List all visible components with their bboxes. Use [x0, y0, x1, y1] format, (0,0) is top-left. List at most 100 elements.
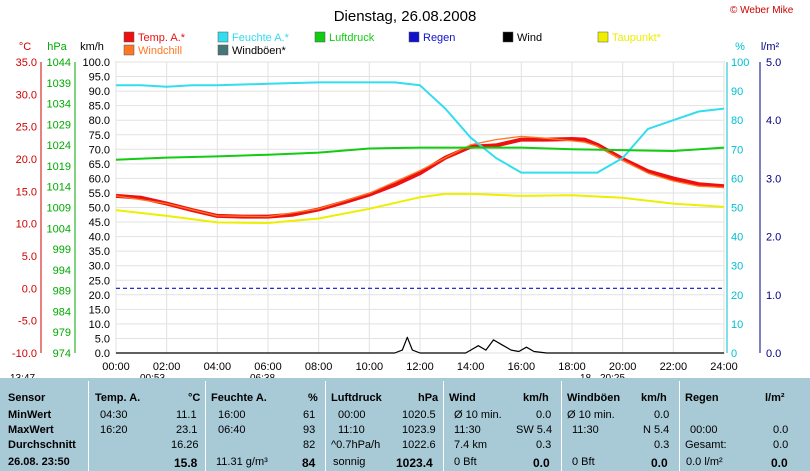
max-rain-value: 0.0: [773, 424, 789, 436]
series-line: [115, 192, 725, 224]
temp_c-tick-label: 35.0: [16, 57, 37, 69]
temp_c-tick-label: -10.0: [12, 348, 37, 360]
avg-press-trend: ^0.7hPa/h: [331, 439, 381, 451]
wind_kmh-tick-label: 15.0: [89, 304, 110, 316]
x-tick-label: 12:00: [406, 361, 434, 373]
temp_c-tick-label: 10.0: [16, 219, 37, 231]
min-press-time: 00:00: [338, 409, 366, 421]
pressure_hpa-tick-label: 1034: [47, 99, 71, 111]
legend-swatch: [217, 44, 229, 56]
max-temp-time: 16:20: [100, 424, 128, 436]
legend-swatch: [123, 44, 135, 56]
x-tick-label: 00:00: [102, 361, 130, 373]
row-current-label: 26.08. 23:50: [8, 456, 70, 468]
wind_kmh-tick-label: 60.0: [89, 173, 110, 185]
max-gust-value: N 5.4: [643, 424, 670, 436]
pressure-unit: hPa: [418, 392, 439, 404]
wind_kmh-tick-label: 90.0: [89, 86, 110, 98]
temp_c-axis-label: °C: [19, 41, 31, 53]
copyright-label: © Weber Mike: [730, 5, 794, 16]
humidity_pct-tick-label: 50: [731, 203, 743, 215]
x-tick-label: 08:00: [305, 361, 333, 373]
pressure_hpa-tick-label: 974: [53, 348, 71, 360]
legend-label: Regen: [423, 32, 455, 44]
chart-title: Dienstag, 26.08.2008: [334, 8, 477, 25]
rain-header: Regen: [685, 392, 719, 404]
x-tick-label: 14:00: [457, 361, 485, 373]
legend: Temp. A.* Feuchte A.* Luftdruck Regen Wind Ta…: [123, 31, 662, 57]
wind_kmh-tick-label: 40.0: [89, 232, 110, 244]
pressure_hpa-tick-label: 979: [53, 327, 71, 339]
gust-header: Windböen: [567, 392, 621, 404]
avg-wind-distance: 7.4 km: [454, 439, 488, 451]
series-line: [116, 336, 724, 354]
rain_lm2-tick-label: 2.0: [766, 232, 781, 244]
x-tick-label: 10:00: [356, 361, 384, 373]
wind_kmh-tick-label: 35.0: [89, 246, 110, 258]
current-gust-bft: 0 Bft: [572, 456, 595, 468]
min-press-value: 1020.5: [402, 409, 436, 421]
max-gust-time: 11:30: [572, 424, 599, 436]
wind_kmh-tick-label: 100.0: [82, 57, 110, 69]
max-rain-time: 00:00: [690, 424, 718, 436]
pressure_hpa-axis-label: hPa: [47, 41, 67, 53]
max-press-value: 1023.9: [402, 424, 436, 436]
humidity_pct-tick-label: 0: [731, 348, 737, 360]
pressure_hpa-tick-label: 1029: [47, 119, 71, 131]
min-wind-value: 0.0: [536, 409, 552, 421]
time-marker-label: 13:47: [10, 373, 35, 378]
time-marker-label: 18: [580, 373, 592, 378]
row-min-label: MinWert: [8, 409, 52, 421]
pressure_hpa-tick-label: 989: [53, 286, 71, 298]
legend-swatch: [314, 31, 326, 43]
x-tick-label: 20:00: [609, 361, 637, 373]
current-wind-bft: 0 Bft: [454, 456, 477, 468]
statistics-table: Sensor Temp. A. °C Feuchte A. % Luftdruc…: [0, 378, 810, 471]
pressure_hpa-tick-label: 994: [53, 265, 71, 277]
temp_c-tick-label: 30.0: [16, 89, 37, 101]
humidity_pct-tick-label: 10: [731, 319, 743, 331]
pressure-header: Luftdruck: [331, 392, 382, 404]
wind_kmh-tick-label: 10.0: [89, 319, 110, 331]
legend-swatch: [123, 31, 135, 43]
series-line: [115, 135, 725, 218]
temp_c-tick-label: 0.0: [22, 283, 37, 295]
rain-unit: l/m²: [765, 392, 785, 404]
max-hum-time: 06:40: [218, 424, 246, 436]
avg-press-value: 1022.6: [402, 439, 436, 451]
current-forecast: sonnig: [333, 456, 366, 468]
temp_c-tick-label: 20.0: [16, 154, 37, 166]
max-wind-value: SW 5.4: [516, 424, 553, 436]
series-line: [116, 81, 725, 174]
current-press-value: 1023.4: [396, 456, 433, 470]
humidity-header: Feuchte A.: [211, 392, 267, 404]
rain_lm2-tick-label: 0.0: [766, 348, 781, 360]
legend-swatch: [502, 31, 514, 43]
sensor-header: Sensor: [8, 392, 46, 404]
pressure_hpa-tick-label: 1039: [47, 78, 71, 90]
legend-label: Luftdruck: [329, 32, 375, 44]
avg-gust-value: 0.3: [654, 439, 670, 451]
current-wind-value: 0.0: [533, 456, 550, 470]
min-hum-value: 61: [303, 409, 316, 421]
temp_c-tick-label: 5.0: [22, 251, 37, 263]
humidity_pct-tick-label: 40: [731, 232, 743, 244]
max-press-time: 11:10: [338, 424, 365, 436]
pressure_hpa-tick-label: 984: [53, 306, 71, 318]
pressure_hpa-tick-label: 1019: [47, 161, 71, 173]
wind_kmh-tick-label: 85.0: [89, 101, 110, 113]
legend-swatch: [408, 31, 420, 43]
row-avg-label: Durchschnitt: [8, 439, 76, 451]
humidity-unit: %: [308, 392, 318, 404]
legend-label: Feuchte A.*: [232, 32, 290, 44]
legend-label: Temp. A.*: [138, 32, 186, 44]
min-temp-time: 04:30: [100, 409, 128, 421]
wind_kmh-tick-label: 0.0: [95, 348, 110, 360]
temp-header: Temp. A.: [95, 392, 141, 404]
legend-swatch: [597, 31, 609, 43]
humidity_pct-tick-label: 20: [731, 290, 743, 302]
legend-label: Windchill: [138, 45, 182, 57]
pressure_hpa-tick-label: 1024: [47, 140, 71, 152]
rain_lm2-tick-label: 1.0: [766, 290, 781, 302]
wind_kmh-tick-label: 95.0: [89, 72, 110, 84]
